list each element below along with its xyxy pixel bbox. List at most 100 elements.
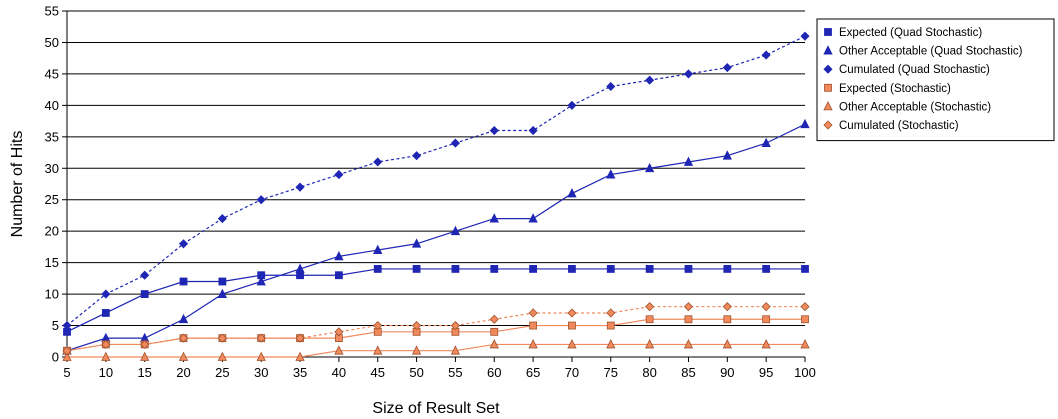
data-point — [295, 351, 305, 361]
data-point — [411, 345, 422, 355]
data-point — [606, 339, 616, 349]
data-point — [761, 339, 771, 349]
series-line — [66, 35, 806, 327]
y-tick-label: 0 — [52, 350, 59, 365]
data-point — [606, 265, 615, 273]
y-tick-label: 35 — [45, 129, 59, 144]
data-point — [723, 315, 732, 324]
axes — [62, 10, 806, 362]
data-point — [450, 320, 460, 331]
data-point — [489, 125, 499, 136]
x-tick-label: 95 — [759, 365, 773, 380]
legend-marker — [824, 83, 832, 92]
x-tick-label: 65 — [526, 365, 540, 380]
series-line — [66, 306, 805, 352]
legend-label: Expected (Quad Stochastic) — [839, 27, 982, 39]
legend-entry: Expected (Stochastic) — [824, 83, 951, 95]
data-point — [373, 244, 383, 254]
data-point — [645, 75, 655, 85]
data-point — [723, 265, 732, 273]
data-point — [218, 277, 227, 286]
data-point — [101, 351, 111, 361]
data-point — [256, 333, 266, 343]
data-point — [178, 333, 189, 343]
x-tick-label: 5 — [63, 365, 70, 380]
data-point — [490, 327, 499, 336]
y-tick-label: 25 — [45, 192, 59, 207]
data-point — [722, 150, 732, 160]
data-point — [62, 346, 72, 356]
legend-marker — [824, 28, 832, 36]
data-point — [101, 339, 111, 349]
data-point — [567, 339, 577, 349]
data-point — [178, 239, 189, 249]
data-point — [761, 137, 771, 148]
data-point — [101, 289, 111, 299]
x-tick-label: 90 — [720, 365, 734, 380]
data-point — [256, 276, 266, 286]
data-point — [101, 309, 110, 317]
data-point — [450, 138, 460, 148]
data-point — [62, 351, 72, 361]
data-point — [140, 290, 149, 298]
data-point — [762, 265, 771, 273]
data-point — [606, 321, 615, 330]
data-point — [490, 265, 499, 273]
series-line — [66, 318, 805, 352]
data-point — [683, 302, 694, 312]
x-axis-title: Size of Result Set — [372, 400, 500, 417]
data-point — [140, 351, 150, 361]
data-point — [684, 265, 693, 273]
data-point — [683, 156, 694, 166]
data-point — [334, 250, 344, 261]
x-tick-label: 25 — [215, 365, 229, 380]
legend-label: Other Acceptable (Stochastic) — [839, 101, 991, 113]
legend-label: Other Acceptable (Quad Stochastic) — [839, 46, 1023, 58]
legend-entry: Other Acceptable (Stochastic) — [823, 101, 991, 113]
data-point — [412, 265, 421, 273]
legend-label: Cumulated (Stochastic) — [839, 120, 959, 132]
data-point — [567, 100, 577, 110]
data-point — [722, 339, 732, 349]
data-point — [217, 214, 227, 224]
data-point — [373, 320, 383, 331]
data-point — [761, 50, 771, 60]
data-point — [683, 69, 694, 79]
data-point — [334, 327, 344, 337]
series-line — [66, 268, 805, 333]
data-point — [800, 31, 810, 41]
data-point — [295, 333, 305, 343]
series-2 — [62, 118, 810, 355]
data-point — [140, 270, 150, 280]
x-tick-label: 85 — [681, 365, 695, 380]
legend-entry: Other Acceptable (Quad Stochastic) — [823, 45, 1023, 58]
x-tick-label: 100 — [794, 365, 816, 380]
data-point — [450, 345, 461, 355]
legend-marker — [823, 64, 833, 74]
y-tick-label: 55 — [45, 4, 59, 19]
data-point — [334, 345, 344, 355]
x-tick-label: 80 — [642, 365, 656, 380]
series-line — [66, 123, 806, 352]
data-point — [450, 225, 461, 236]
x-tick-label: 35 — [293, 365, 307, 380]
data-point — [528, 125, 538, 136]
x-tick-label: 75 — [604, 365, 618, 380]
data-point — [451, 265, 460, 273]
data-point — [528, 339, 538, 349]
data-point — [179, 277, 188, 286]
x-tick-label: 20 — [176, 365, 190, 380]
legend-entry: Cumulated (Quad Stochastic) — [823, 64, 990, 76]
data-point — [568, 265, 576, 273]
legend-marker — [823, 101, 833, 111]
data-point — [178, 313, 189, 324]
y-tick-label: 10 — [45, 287, 59, 302]
y-tick-label: 50 — [45, 35, 59, 50]
data-point — [217, 333, 227, 343]
data-point — [606, 308, 616, 318]
x-tick-label: 70 — [565, 365, 579, 380]
legend-marker — [823, 45, 833, 55]
data-point — [606, 169, 616, 179]
x-tick-label: 30 — [254, 365, 268, 380]
data-point — [722, 302, 732, 312]
